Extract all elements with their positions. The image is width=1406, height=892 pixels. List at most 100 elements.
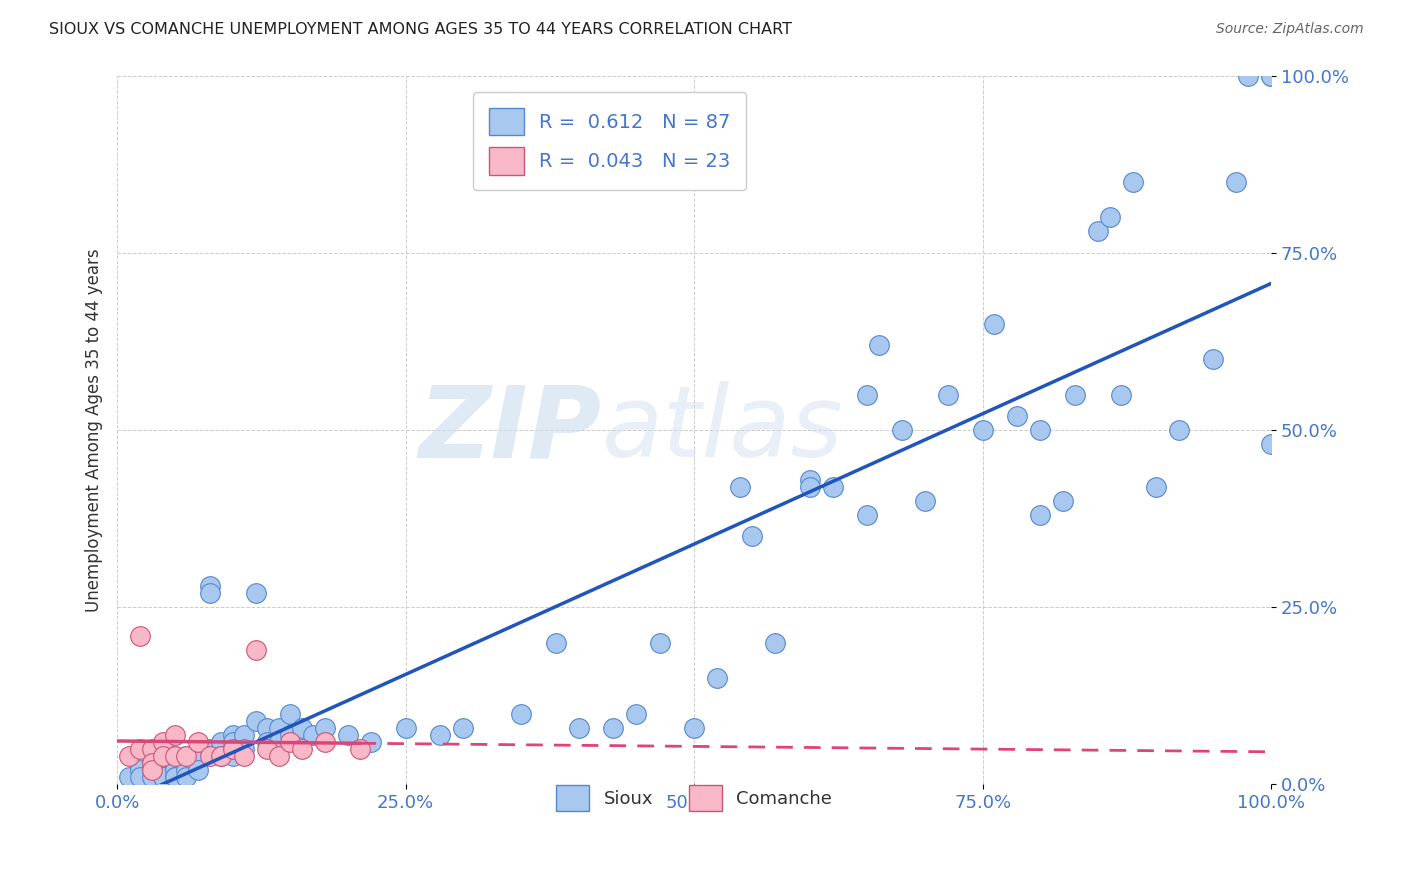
Point (129, 770, 152, 784)
Point (1260, 69, 1282, 83)
Point (1202, 352, 1225, 367)
Point (395, 721, 418, 735)
Point (187, 735, 209, 749)
Point (267, 721, 290, 735)
Point (129, 742, 152, 756)
Point (221, 749, 243, 764)
Point (152, 735, 174, 749)
Point (245, 714, 267, 728)
Text: atlas: atlas (602, 382, 844, 478)
Point (510, 706, 533, 721)
Point (163, 764, 186, 778)
Point (741, 529, 763, 543)
Point (568, 721, 591, 735)
Point (1087, 225, 1109, 239)
Point (209, 749, 232, 764)
Point (233, 749, 256, 764)
Point (141, 742, 163, 756)
Point (1109, 387, 1132, 401)
Point (683, 721, 706, 735)
Point (1029, 423, 1052, 437)
Text: ZIP: ZIP (419, 382, 602, 478)
Point (972, 423, 994, 437)
Point (176, 756, 198, 771)
Point (1029, 508, 1052, 522)
Point (198, 586, 221, 600)
Point (198, 579, 221, 593)
Legend: Sioux, Comanche: Sioux, Comanche (541, 771, 846, 825)
Point (1260, 437, 1282, 451)
Point (187, 742, 209, 756)
Point (256, 721, 278, 735)
Point (821, 480, 844, 494)
Point (245, 642, 267, 657)
Text: Source: ZipAtlas.com: Source: ZipAtlas.com (1216, 22, 1364, 37)
Point (176, 764, 198, 778)
Point (336, 728, 359, 742)
Point (626, 706, 648, 721)
Point (1225, 175, 1247, 189)
Point (118, 770, 141, 784)
Point (176, 770, 198, 784)
Point (152, 770, 174, 784)
Point (267, 735, 290, 749)
Point (1167, 423, 1189, 437)
Point (429, 728, 451, 742)
Point (890, 423, 912, 437)
Point (163, 770, 186, 784)
Point (129, 629, 152, 643)
Point (1052, 494, 1074, 508)
Text: SIOUX VS COMANCHE UNEMPLOYMENT AMONG AGES 35 TO 44 YEARS CORRELATION CHART: SIOUX VS COMANCHE UNEMPLOYMENT AMONG AGE… (49, 22, 792, 37)
Point (1260, 69, 1282, 83)
Point (278, 735, 301, 749)
Point (141, 764, 163, 778)
Point (141, 770, 163, 784)
Point (129, 764, 152, 778)
Point (209, 735, 232, 749)
Point (152, 770, 174, 784)
Y-axis label: Unemployment Among Ages 35 to 44 years: Unemployment Among Ages 35 to 44 years (86, 248, 103, 612)
Point (360, 735, 382, 749)
Point (302, 728, 325, 742)
Point (1098, 211, 1121, 225)
Point (233, 742, 256, 756)
Point (1144, 480, 1167, 494)
Point (648, 635, 671, 649)
Point (291, 742, 314, 756)
Point (1005, 409, 1028, 423)
Point (763, 635, 786, 649)
Point (856, 387, 879, 401)
Point (187, 749, 209, 764)
Point (198, 749, 221, 764)
Point (163, 749, 186, 764)
Point (141, 764, 163, 778)
Point (868, 338, 890, 352)
Point (141, 756, 163, 771)
Point (1237, 69, 1260, 83)
Point (176, 749, 198, 764)
Point (914, 494, 936, 508)
Point (278, 706, 301, 721)
Point (267, 749, 290, 764)
Point (187, 764, 209, 778)
Point (163, 749, 186, 764)
Point (799, 480, 821, 494)
Point (163, 756, 186, 771)
Point (221, 742, 243, 756)
Point (936, 387, 959, 401)
Point (141, 756, 163, 771)
Point (163, 728, 186, 742)
Point (453, 721, 475, 735)
Point (1122, 175, 1144, 189)
Point (152, 756, 174, 771)
Point (221, 728, 243, 742)
Point (602, 721, 624, 735)
Point (730, 480, 752, 494)
Point (1064, 387, 1087, 401)
Point (163, 770, 186, 784)
Point (152, 749, 174, 764)
Point (245, 586, 267, 600)
Point (152, 764, 174, 778)
Point (118, 749, 141, 764)
Point (314, 735, 336, 749)
